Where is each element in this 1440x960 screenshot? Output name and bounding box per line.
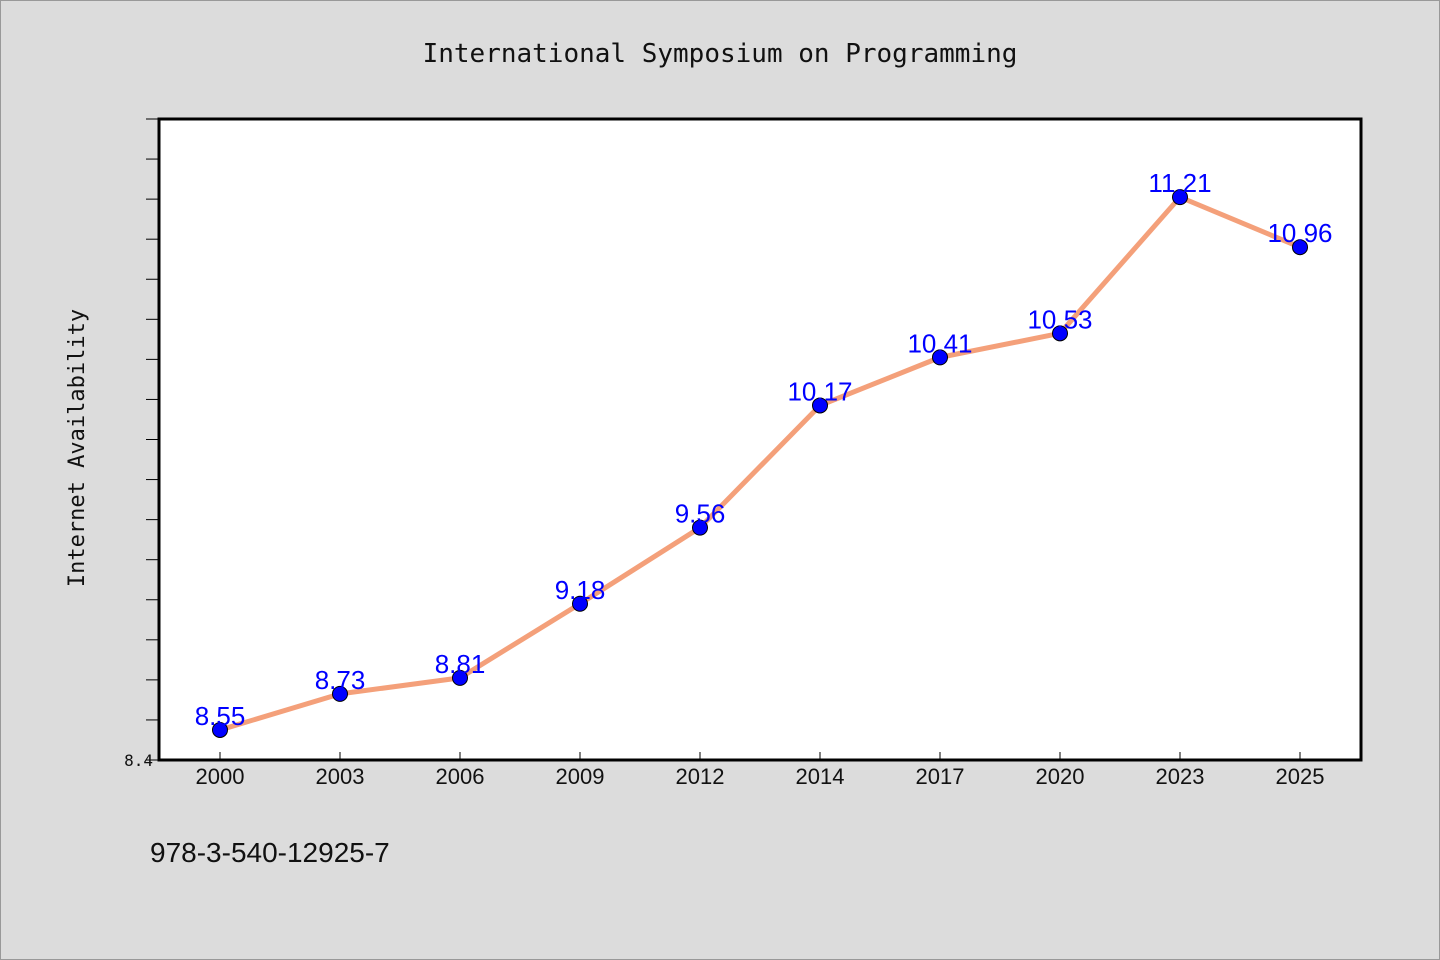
- x-tick-label: 2003: [316, 764, 365, 789]
- data-point-marker: [812, 397, 828, 414]
- isbn-footer: 978-3-540-12925-7: [150, 837, 390, 868]
- chart-title: International Symposium on Programming: [423, 39, 1018, 69]
- data-point-marker: [1292, 239, 1308, 256]
- x-tick-label: 2012: [676, 764, 725, 789]
- data-label: 8.81: [435, 649, 486, 679]
- data-point-marker: [332, 685, 348, 702]
- series-line-group: [217, 194, 1303, 733]
- data-label: 8.73: [315, 665, 366, 695]
- x-tick-label: 2009: [556, 764, 605, 789]
- series-line: [217, 194, 1303, 733]
- x-tick-label: 2017: [916, 764, 965, 789]
- data-label: 10.96: [1267, 218, 1332, 248]
- data-label: 9.18: [555, 575, 606, 605]
- y-axis-ticks: 8.4: [124, 118, 159, 770]
- data-labels-group: 8.55 8.73 8.81 9.18 9.56 10.17 10.41 10.53 11.21…: [195, 168, 1333, 731]
- data-label: 11.21: [1148, 168, 1211, 198]
- series-markers-group: [212, 189, 1308, 738]
- data-point-marker: [692, 519, 708, 536]
- data-point-marker: [452, 669, 468, 686]
- data-point-marker: [212, 721, 228, 738]
- data-label: 10.41: [907, 328, 972, 358]
- data-point-marker: [572, 595, 588, 612]
- data-point-marker: [1052, 325, 1068, 342]
- x-tick-label: 2014: [796, 764, 845, 789]
- x-tick-label: 2006: [436, 764, 485, 789]
- x-axis-ticks: 2000 2003 2006 2009 2012 2014 2017 2020 2023 2025: [196, 752, 1325, 789]
- data-label: 8.55: [195, 701, 246, 731]
- data-label: 10.17: [787, 376, 852, 406]
- data-point-marker: [1172, 189, 1188, 206]
- y-axis-label: Internet Availability: [65, 309, 90, 587]
- data-point-marker: [932, 349, 948, 366]
- x-tick-label: 2023: [1156, 764, 1205, 789]
- y-tick-label: 8.4: [124, 751, 153, 770]
- x-tick-label: 2020: [1036, 764, 1085, 789]
- data-label: 10.53: [1027, 304, 1092, 334]
- x-tick-label: 2025: [1276, 764, 1325, 789]
- x-tick-label: 2000: [196, 764, 245, 789]
- plot-area: [157, 117, 1363, 762]
- data-label: 9.56: [675, 499, 726, 529]
